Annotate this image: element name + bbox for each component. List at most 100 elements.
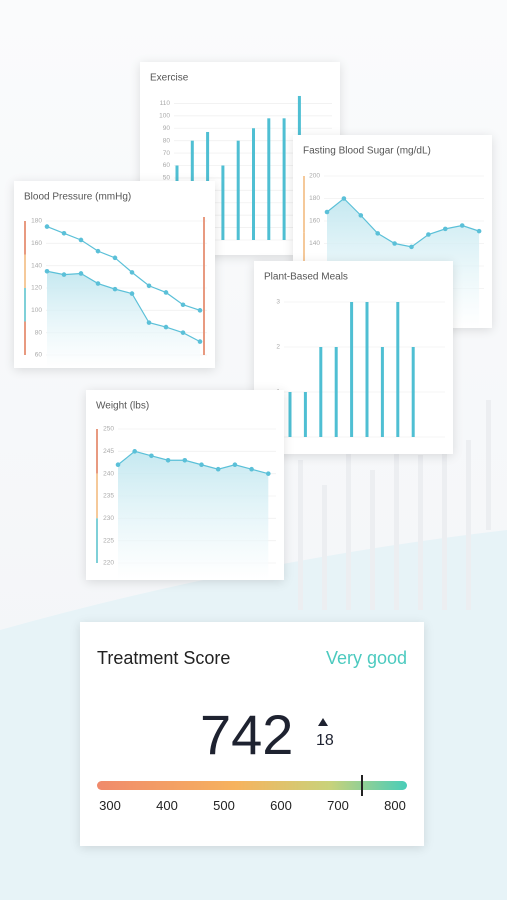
point: [476, 228, 482, 234]
point: [112, 286, 118, 292]
scale-tick-label: 600: [270, 798, 292, 813]
point: [129, 291, 135, 296]
y-tick-label: 90: [163, 125, 171, 132]
point: [409, 244, 414, 250]
point: [341, 196, 347, 201]
point: [132, 449, 137, 454]
bar: [411, 347, 415, 437]
point: [163, 324, 169, 330]
point: [146, 283, 152, 289]
score-value: 742: [200, 703, 294, 766]
point: [95, 281, 101, 286]
bar: [365, 302, 369, 437]
y-tick-label: 250: [103, 426, 114, 433]
point: [180, 302, 186, 308]
bar: [288, 392, 292, 437]
line: [46, 270, 201, 343]
chart-title: Fasting Blood Sugar (mg/dL): [303, 146, 431, 157]
axis-range-strip: [303, 176, 305, 233]
axis-range-strip: [24, 321, 26, 355]
bar: [380, 347, 384, 437]
scale-tick-label: 700: [327, 798, 349, 813]
score-change: 18: [316, 732, 334, 749]
score-title: Treatment Score: [97, 648, 231, 668]
point: [249, 466, 254, 472]
point: [165, 457, 171, 463]
bar: [350, 302, 354, 437]
point: [324, 209, 330, 215]
chart-card: Plant-Based Meals0123: [254, 261, 453, 454]
y-tick-label: 180: [309, 195, 320, 202]
bar: [303, 392, 307, 437]
score-card: Treatment Score Very good 742 18 300 400 5…: [80, 622, 424, 846]
score-marker: [360, 775, 363, 796]
scale-tick-label: 400: [156, 798, 178, 813]
y-tick-label: 60: [163, 162, 171, 169]
point: [115, 462, 121, 468]
y-tick-label: 200: [309, 173, 320, 180]
y-tick-label: 110: [160, 100, 171, 107]
score-rating: Very good: [325, 648, 407, 668]
bar: [236, 140, 240, 240]
axis-range-strip: [24, 288, 26, 322]
point: [95, 248, 101, 254]
y-tick-label: 245: [103, 448, 114, 455]
point: [180, 330, 186, 335]
point: [197, 339, 203, 344]
y-tick-label: 230: [103, 515, 114, 522]
point: [146, 320, 152, 325]
point: [61, 272, 67, 277]
y-tick-label: 235: [103, 493, 114, 500]
y-tick-label: 100: [159, 113, 170, 120]
y-tick-label: 160: [31, 240, 42, 247]
chart-title: Exercise: [150, 73, 189, 84]
y-tick-label: 140: [31, 262, 42, 269]
point: [459, 223, 465, 228]
y-tick-label: 80: [163, 137, 171, 144]
point: [149, 453, 154, 459]
line: [326, 197, 480, 248]
axis-range-strip: [24, 254, 26, 288]
y-tick-label: 50: [163, 175, 171, 182]
area: [47, 271, 200, 368]
point: [358, 213, 364, 218]
point: [112, 255, 118, 261]
y-tick-label: 180: [31, 218, 42, 225]
chart: Plant-Based Meals0123: [264, 272, 445, 441]
point: [375, 231, 380, 236]
axis-range-strip: [24, 221, 26, 255]
point: [182, 457, 188, 463]
point: [129, 270, 135, 275]
scale-tick-label: 800: [384, 798, 406, 813]
y-tick-label: 80: [35, 329, 43, 336]
background-bars: [298, 400, 491, 610]
point: [215, 466, 221, 472]
point: [44, 268, 50, 274]
scale-tick-label: 300: [99, 798, 121, 813]
line: [117, 450, 269, 475]
point: [426, 232, 431, 237]
point: [266, 471, 271, 476]
bar: [334, 347, 338, 437]
chart-card: Weight (lbs) 220 225 230 235 240 245 250: [86, 390, 284, 580]
y-tick-label: 60: [35, 352, 43, 359]
chart-title: Plant-Based Meals: [264, 272, 348, 283]
chart: Weight (lbs) 220 225 230 235 240 245 250: [96, 401, 276, 580]
up-arrow: [318, 718, 328, 726]
y-tick-label: 100: [31, 307, 42, 314]
scale-tick-label: 500: [213, 798, 235, 813]
y-tick-label: 70: [163, 150, 171, 157]
y-tick-label: 220: [103, 560, 114, 567]
point: [199, 462, 204, 468]
point: [61, 230, 67, 236]
bar: [282, 118, 286, 240]
point: [163, 290, 169, 295]
chart-card: Blood Pressure (mmHg) 60 80 100 120 140 160 180: [14, 181, 215, 368]
point: [197, 308, 203, 313]
point: [392, 241, 397, 246]
line: [46, 226, 201, 311]
point: [44, 224, 50, 229]
bar: [221, 165, 225, 240]
y-tick-label: 140: [309, 240, 320, 247]
